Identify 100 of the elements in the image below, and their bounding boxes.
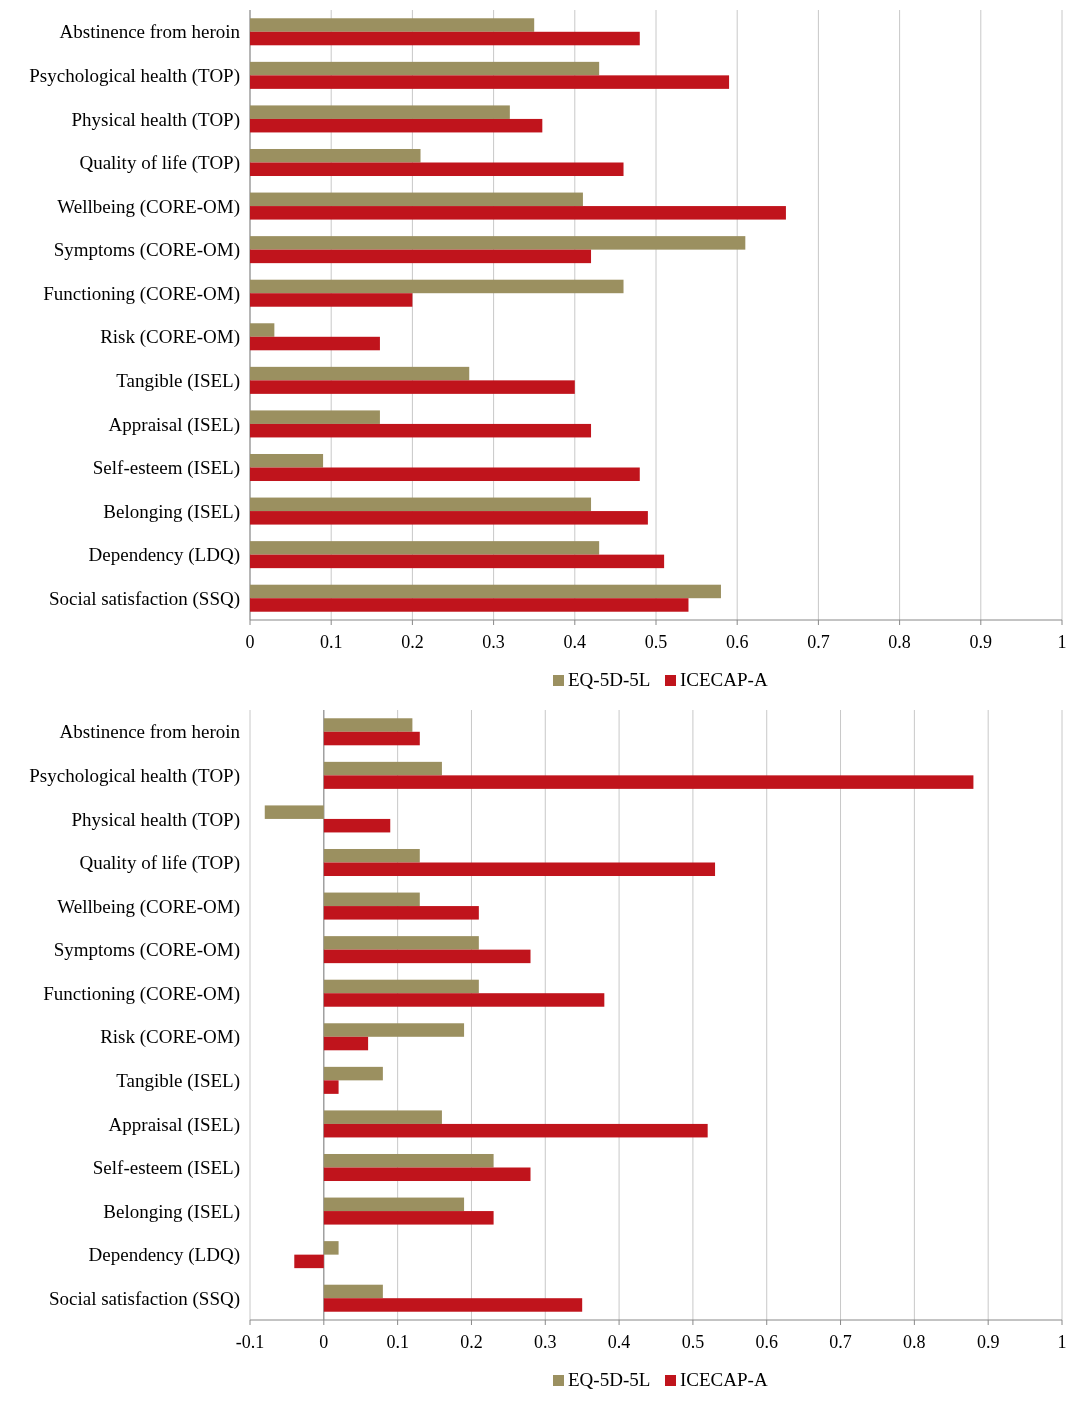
- x-tick-label: 0.2: [401, 632, 424, 652]
- bar: [250, 148, 421, 163]
- y-tick-label: Symptoms (CORE-OM): [53, 939, 240, 962]
- bar: [323, 1153, 494, 1168]
- bar: [250, 249, 592, 264]
- y-tick-label: Self-esteem (ISEL): [92, 1157, 240, 1180]
- x-tick-label: 0: [245, 632, 255, 652]
- bar: [250, 18, 535, 32]
- bar: [323, 1066, 383, 1081]
- bar: [323, 718, 413, 732]
- legend-label: EQ-5D-5L: [568, 1369, 651, 1390]
- bar: [323, 1123, 708, 1138]
- bar: [323, 1298, 583, 1312]
- x-tick-label: 0.6: [725, 632, 749, 652]
- x-tick-label: 0.3: [534, 1332, 557, 1352]
- y-tick-label: Physical health (TOP): [71, 108, 240, 131]
- bar: [323, 862, 716, 877]
- bar: [323, 979, 479, 994]
- y-tick-label: Dependency (LDQ): [88, 544, 240, 567]
- bar: [323, 1241, 339, 1255]
- bar: [323, 1080, 339, 1094]
- bar: [294, 1254, 324, 1269]
- bar: [250, 192, 583, 207]
- bar: [323, 936, 479, 950]
- bar: [250, 598, 689, 612]
- bar: [250, 366, 470, 381]
- x-tick-label: 0.8: [888, 632, 911, 652]
- bar: [250, 584, 721, 599]
- bar: [323, 949, 531, 964]
- x-tick-label: 0.2: [460, 1332, 483, 1352]
- y-tick-label: Tangible (ISEL): [116, 370, 240, 393]
- legend-label: ICECAP-A: [680, 1369, 768, 1390]
- bar: [250, 497, 592, 512]
- bar: [250, 206, 786, 220]
- y-tick-label: Appraisal (ISEL): [108, 1113, 240, 1136]
- bar: [250, 236, 746, 250]
- bar: [323, 761, 442, 776]
- bar: [323, 818, 391, 833]
- bar: [250, 323, 275, 337]
- bar: [323, 1197, 465, 1212]
- x-tick-label: 0.5: [681, 1332, 705, 1352]
- y-tick-label: Psychological health (TOP): [29, 765, 240, 788]
- legend-label: ICECAP-A: [680, 669, 768, 690]
- y-tick-label: Risk (CORE-OM): [100, 326, 240, 349]
- y-tick-label: Tangible (ISEL): [116, 1070, 240, 1093]
- y-tick-label: Physical health (TOP): [71, 808, 240, 831]
- y-tick-label: Psychological health (TOP): [29, 65, 240, 88]
- x-tick-label: 0.7: [829, 1332, 852, 1352]
- y-tick-label: Social satisfaction (SSQ): [48, 587, 240, 610]
- y-tick-label: Quality of life (TOP): [79, 152, 240, 175]
- bar: [250, 162, 624, 177]
- x-tick-label: 0.4: [607, 1332, 631, 1352]
- bar: [250, 541, 600, 555]
- bar: [323, 731, 420, 746]
- y-tick-label: Abstinence from heroin: [59, 21, 241, 43]
- y-tick-label: Abstinence from heroin: [59, 721, 241, 743]
- legend-label: EQ-5D-5L: [568, 669, 651, 690]
- y-tick-label: Belonging (ISEL): [103, 500, 240, 523]
- bar: [250, 105, 510, 119]
- bar: [250, 453, 324, 468]
- x-tick-label: 1: [1057, 1332, 1067, 1352]
- bar: [323, 892, 420, 907]
- bar: [323, 1023, 465, 1037]
- bar: [250, 380, 575, 394]
- bar: [323, 1167, 531, 1182]
- y-tick-label: Belonging (ISEL): [103, 1200, 240, 1223]
- bar: [250, 31, 640, 46]
- y-tick-label: Risk (CORE-OM): [100, 1026, 240, 1049]
- y-tick-label: Quality of life (TOP): [79, 852, 240, 875]
- x-tick-label: 0.9: [976, 1332, 1000, 1352]
- x-tick-label: 0.4: [563, 632, 587, 652]
- bar: [323, 1211, 494, 1225]
- x-tick-label: 0.1: [319, 632, 343, 652]
- y-tick-label: Wellbeing (CORE-OM): [57, 895, 240, 918]
- x-tick-label: 1: [1057, 632, 1067, 652]
- y-tick-label: Appraisal (ISEL): [108, 413, 240, 436]
- bar: [250, 410, 380, 424]
- bar: [250, 511, 648, 525]
- bar: [250, 293, 413, 307]
- x-tick-label: 0.3: [482, 632, 505, 652]
- bar: [250, 336, 380, 351]
- bar: [250, 61, 600, 76]
- x-tick-label: 0.1: [386, 1332, 409, 1352]
- bar: [250, 75, 730, 89]
- y-tick-label: Symptoms (CORE-OM): [53, 239, 240, 262]
- y-tick-label: Social satisfaction (SSQ): [48, 1287, 240, 1310]
- bar: [323, 993, 605, 1007]
- bar: [250, 118, 543, 133]
- x-tick-label: 0.5: [644, 632, 668, 652]
- y-tick-label: Functioning (CORE-OM): [43, 282, 240, 305]
- bar: [323, 1284, 383, 1299]
- x-tick-label: 0.6: [755, 1332, 778, 1352]
- bar: [250, 467, 640, 482]
- bar: [323, 906, 479, 920]
- bar: [323, 1110, 442, 1124]
- bar: [250, 554, 665, 569]
- bar: [264, 805, 324, 819]
- y-tick-label: Self-esteem (ISEL): [92, 457, 240, 480]
- x-tick-label: 0.7: [807, 632, 830, 652]
- bar: [323, 1036, 369, 1051]
